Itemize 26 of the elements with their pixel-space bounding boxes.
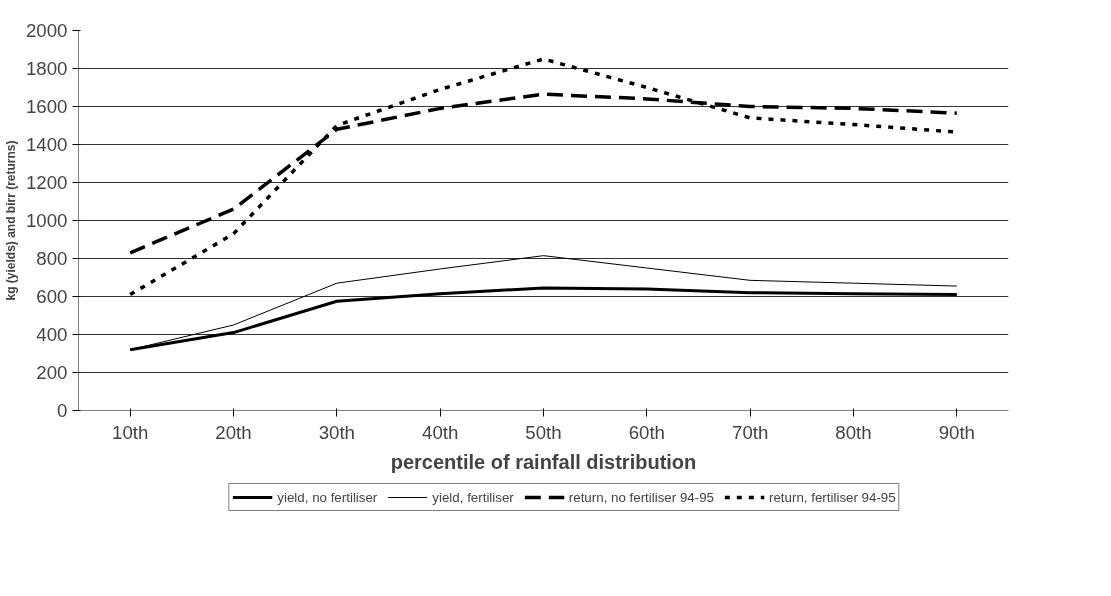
- x-tick-label: 60th: [628, 421, 665, 443]
- y-axis-title: kg (yields) and birr (returns): [4, 140, 18, 301]
- x-tick-label: 30th: [318, 421, 355, 443]
- y-tick-label: 2000: [26, 20, 68, 41]
- x-tick-label: 20th: [215, 421, 252, 443]
- legend-label: return, fertiliser 94-95: [769, 489, 896, 505]
- x-axis-title: percentile of rainfall distribution: [390, 450, 697, 473]
- x-tick-label: 80th: [835, 421, 872, 443]
- y-tick-label: 0: [57, 400, 68, 421]
- x-tick-label: 40th: [422, 421, 459, 443]
- y-tick-label: 1000: [26, 210, 68, 231]
- legend-label: yield, fertiliser: [432, 489, 514, 505]
- y-tick-label: 1600: [26, 96, 68, 117]
- y-tick-label: 800: [36, 248, 68, 269]
- y-tick-label: 200: [36, 362, 68, 383]
- x-tick-label: 70th: [732, 421, 769, 443]
- y-tick-label: 1200: [26, 172, 68, 193]
- y-tick-label: 400: [36, 324, 68, 345]
- legend-label: yield, no fertiliser: [277, 489, 378, 505]
- x-tick-label: 50th: [525, 421, 562, 443]
- y-tick-label: 600: [36, 286, 68, 307]
- y-tick-label: 1400: [26, 134, 68, 155]
- legend-label: return, no fertiliser 94-95: [568, 489, 715, 505]
- x-tick-label: 90th: [938, 421, 975, 443]
- x-tick-label: 10th: [112, 421, 149, 443]
- y-tick-label: 1800: [26, 58, 68, 79]
